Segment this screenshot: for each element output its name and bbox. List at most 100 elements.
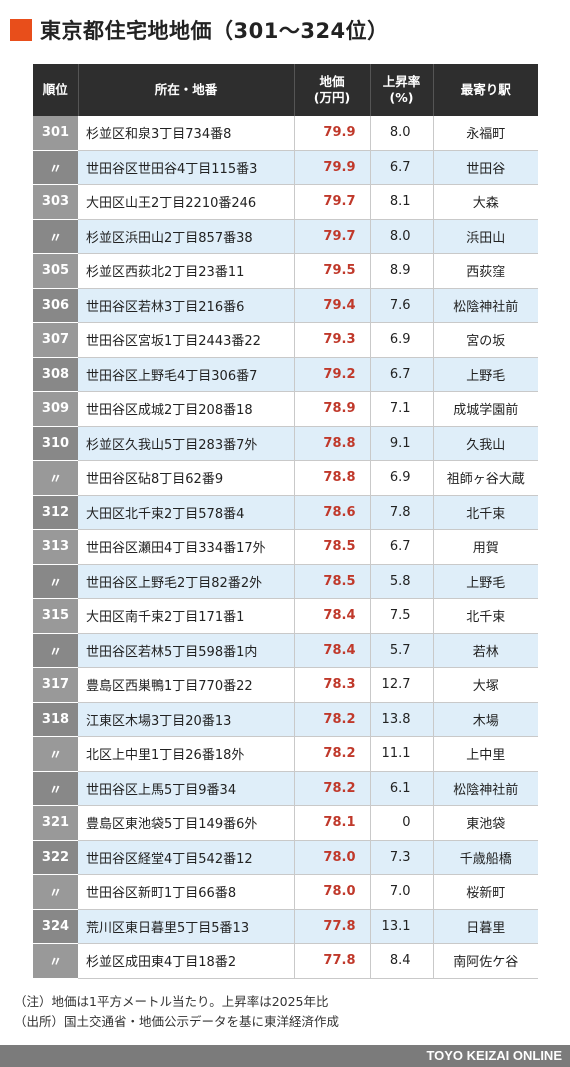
station-cell: 松陰神社前 xyxy=(433,771,538,806)
station-cell: 木場 xyxy=(433,702,538,737)
rate-cell: 7.3 xyxy=(370,840,434,875)
station-cell: 上野毛 xyxy=(433,357,538,392)
table-row: 303 大田区山王2丁目2210番246 79.7 8.1 大森 xyxy=(33,184,538,220)
price-cell: 77.8 xyxy=(294,943,371,979)
header-price: 地価 (万円) xyxy=(294,64,371,116)
rank-cell: 〃 xyxy=(33,943,78,979)
table-row: 313 世田谷区瀬田4丁目334番17外 78.5 6.7 用賀 xyxy=(33,529,538,565)
source-text: （出所）国土交通省・地価公示データを基に東洋経済作成 xyxy=(14,1014,340,1029)
rank-cell: 317 xyxy=(33,667,78,703)
header-price-line1: 地価 xyxy=(319,74,345,89)
station-cell: 永福町 xyxy=(433,116,538,151)
rank-cell: 301 xyxy=(33,116,78,151)
price-cell: 78.1 xyxy=(294,805,371,841)
rank-cell: 306 xyxy=(33,288,78,323)
rank-cell: 321 xyxy=(33,805,78,841)
table-row: 305 杉並区西荻北2丁目23番11 79.5 8.9 西荻窪 xyxy=(33,253,538,289)
price-cell: 78.0 xyxy=(294,874,371,910)
location-cell: 荒川区東日暮里5丁目5番13 xyxy=(78,909,295,944)
table-row: 〃世田谷区新町1丁目66番8 78.0 7.0 桜新町 xyxy=(33,874,538,910)
rate-cell: 7.8 xyxy=(370,495,434,530)
price-cell: 79.9 xyxy=(294,150,371,185)
table-header-row: 順位 所在・地番 地価 (万円) 上昇率 (%) 最寄り駅 xyxy=(33,64,538,116)
station-cell: 上中里 xyxy=(433,736,538,772)
header-rank: 順位 xyxy=(33,64,79,116)
note-text: （注）地価は1平方メートル当たり。上昇率は2025年比 xyxy=(14,994,329,1009)
header-rate: 上昇率 (%) xyxy=(370,64,434,116)
price-cell: 78.5 xyxy=(294,564,371,599)
price-cell: 78.3 xyxy=(294,667,371,703)
location-cell: 世田谷区新町1丁目66番8 xyxy=(78,874,295,910)
rank-cell: 〃 xyxy=(33,219,78,254)
rank-cell: 324 xyxy=(33,909,78,944)
table-row: 〃世田谷区上馬5丁目9番34 78.2 6.1 松陰神社前 xyxy=(33,771,538,806)
location-cell: 世田谷区上馬5丁目9番34 xyxy=(78,771,295,806)
price-cell: 79.5 xyxy=(294,253,371,289)
rank-cell: 〃 xyxy=(33,564,78,599)
rate-cell: 7.0 xyxy=(370,874,434,910)
location-cell: 世田谷区上野毛4丁目306番7 xyxy=(78,357,295,392)
station-cell: 若林 xyxy=(433,633,538,668)
table-row: 315 大田区南千束2丁目171番1 78.4 7.5 北千束 xyxy=(33,598,538,634)
location-cell: 豊島区西巣鴨1丁目770番22 xyxy=(78,667,295,703)
rate-cell: 13.8 xyxy=(370,702,434,737)
chart-title: 東京都住宅地地価（301〜324位） xyxy=(10,10,389,50)
header-station: 最寄り駅 xyxy=(433,64,538,116)
rate-cell: 8.0 xyxy=(370,116,434,151)
table-row: 〃杉並区成田東4丁目18番2 77.8 8.4 南阿佐ケ谷 xyxy=(33,943,538,979)
price-cell: 78.4 xyxy=(294,598,371,634)
location-cell: 江東区木場3丁目20番13 xyxy=(78,702,295,737)
table-body: 301 杉並区和泉3丁目734番8 79.9 8.0 永福町〃世田谷区世田谷4丁目115… xyxy=(33,116,538,979)
station-cell: 上野毛 xyxy=(433,564,538,599)
table-row: 306 世田谷区若林3丁目216番6 79.4 7.6 松陰神社前 xyxy=(33,288,538,323)
rank-cell: 322 xyxy=(33,840,78,875)
rate-cell: 8.4 xyxy=(370,943,434,979)
rate-cell: 7.1 xyxy=(370,391,434,427)
table-row: 301 杉並区和泉3丁目734番8 79.9 8.0 永福町 xyxy=(33,116,538,151)
station-cell: 南阿佐ケ谷 xyxy=(433,943,538,979)
price-cell: 78.2 xyxy=(294,736,371,772)
station-cell: 祖師ヶ谷大蔵 xyxy=(433,460,538,496)
location-cell: 杉並区成田東4丁目18番2 xyxy=(78,943,295,979)
rank-cell: 〃 xyxy=(33,150,78,185)
title-text: 東京都住宅地地価（301〜324位） xyxy=(40,19,389,43)
rank-cell: 〃 xyxy=(33,460,78,496)
table-row: 〃杉並区浜田山2丁目857番38 79.7 8.0 浜田山 xyxy=(33,219,538,254)
station-cell: 久我山 xyxy=(433,426,538,461)
rank-cell: 〃 xyxy=(33,633,78,668)
rate-cell: 6.1 xyxy=(370,771,434,806)
table-row: 318 江東区木場3丁目20番13 78.2 13.8 木場 xyxy=(33,702,538,737)
station-cell: 浜田山 xyxy=(433,219,538,254)
price-cell: 78.8 xyxy=(294,460,371,496)
rank-cell: 307 xyxy=(33,322,78,358)
rate-cell: 0 xyxy=(370,805,434,841)
table-row: 〃世田谷区若林5丁目598番1内 78.4 5.7 若林 xyxy=(33,633,538,668)
location-cell: 豊島区東池袋5丁目149番6外 xyxy=(78,805,295,841)
rank-cell: 〃 xyxy=(33,736,78,772)
location-cell: 世田谷区成城2丁目208番18 xyxy=(78,391,295,427)
title-accent-square xyxy=(10,19,32,41)
location-cell: 大田区山王2丁目2210番246 xyxy=(78,184,295,220)
footer-brand: TOYO KEIZAI ONLINE xyxy=(426,1048,562,1063)
rank-cell: 312 xyxy=(33,495,78,530)
location-cell: 杉並区久我山5丁目283番7外 xyxy=(78,426,295,461)
table-row: 310 杉並区久我山5丁目283番7外 78.8 9.1 久我山 xyxy=(33,426,538,461)
location-cell: 杉並区浜田山2丁目857番38 xyxy=(78,219,295,254)
location-cell: 杉並区西荻北2丁目23番11 xyxy=(78,253,295,289)
rate-cell: 7.6 xyxy=(370,288,434,323)
price-cell: 78.4 xyxy=(294,633,371,668)
station-cell: 大森 xyxy=(433,184,538,220)
table-row: 317 豊島区西巣鴨1丁目770番22 78.3 12.7 大塚 xyxy=(33,667,538,703)
station-cell: 日暮里 xyxy=(433,909,538,944)
price-cell: 79.2 xyxy=(294,357,371,392)
table-row: 308 世田谷区上野毛4丁目306番7 79.2 6.7 上野毛 xyxy=(33,357,538,392)
location-cell: 北区上中里1丁目26番18外 xyxy=(78,736,295,772)
price-cell: 78.5 xyxy=(294,529,371,565)
station-cell: 千歳船橋 xyxy=(433,840,538,875)
station-cell: 世田谷 xyxy=(433,150,538,185)
header-price-line2: (万円) xyxy=(313,90,351,105)
table-row: 〃世田谷区上野毛2丁目82番2外 78.5 5.8 上野毛 xyxy=(33,564,538,599)
table-row: 321 豊島区東池袋5丁目149番6外 78.1 0 東池袋 xyxy=(33,805,538,841)
location-cell: 世田谷区砧8丁目62番9 xyxy=(78,460,295,496)
price-cell: 77.8 xyxy=(294,909,371,944)
